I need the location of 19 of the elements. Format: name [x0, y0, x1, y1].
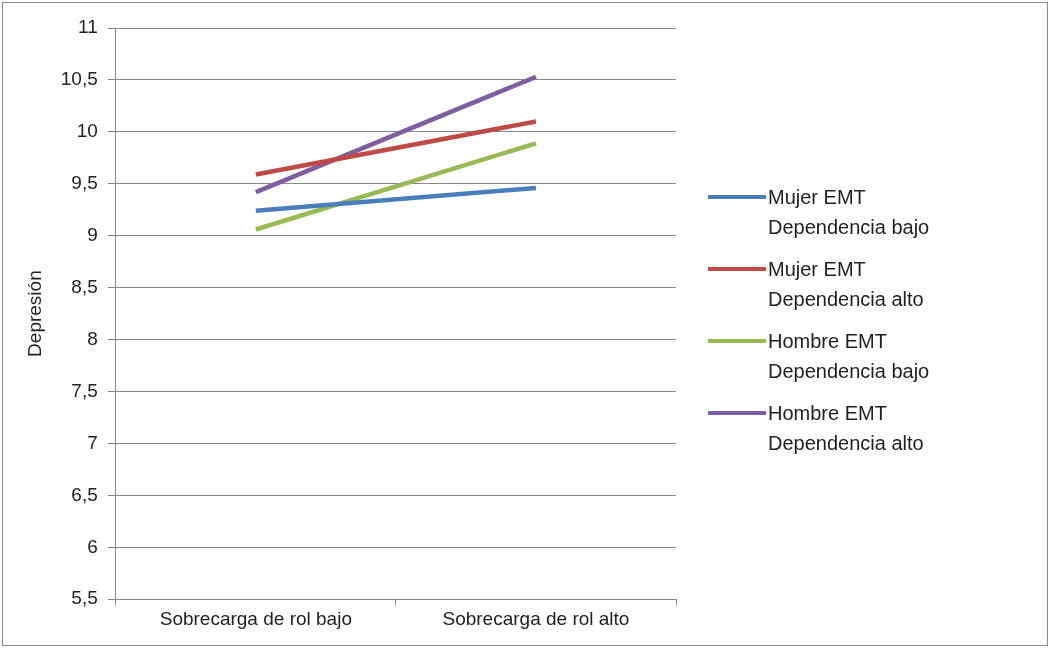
legend-label: Mujer EMT Dependencia bajo	[767, 185, 931, 240]
y-tick-label: 10,5	[60, 68, 98, 90]
x-tick-label: Sobrecarga de rol alto	[442, 607, 630, 629]
legend-label: Mujer EMT Dependencia alto	[767, 257, 925, 312]
y-tick-label: 7,5	[71, 379, 98, 401]
legend-label: Hombre EMT Dependencia bajo	[767, 329, 931, 384]
y-tick-label: 8,5	[71, 275, 98, 297]
y-tick-label: 10	[76, 120, 98, 142]
y-tick-label: 8	[87, 327, 98, 349]
legend-label: Hombre EMT Dependencia alto	[767, 401, 925, 456]
y-tick-label: 6	[87, 535, 98, 557]
y-tick-label: 6,5	[71, 483, 98, 505]
y-tick-label: 7	[87, 431, 98, 453]
y-tick-label: 9,5	[71, 172, 98, 194]
y-tick-label: 9	[87, 223, 98, 245]
y-tick-label: 11	[78, 16, 98, 38]
x-tick-label: Sobrecarga de rol bajo	[159, 607, 352, 629]
y-axis-title: Depresión	[23, 270, 45, 357]
y-tick-label: 5,5	[71, 587, 98, 609]
